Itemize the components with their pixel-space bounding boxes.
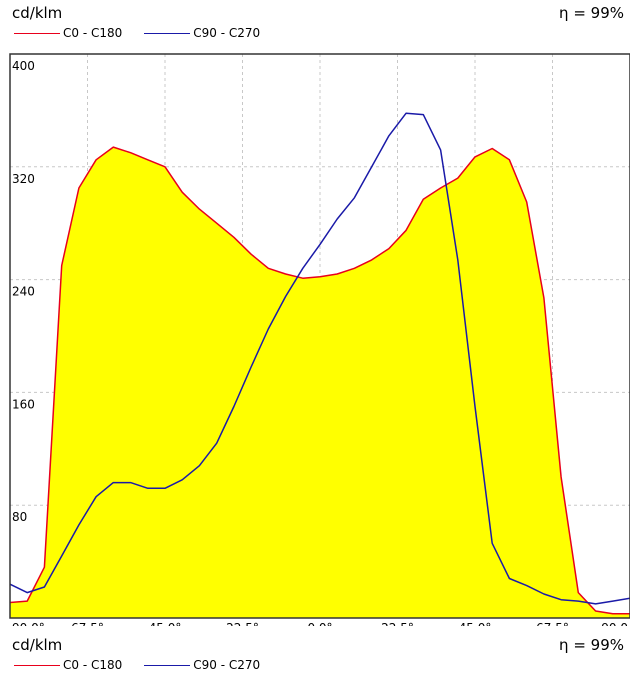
legend: C0 - C180 C90 - C270 bbox=[14, 26, 282, 40]
legend-swatch-c0-c180 bbox=[14, 664, 60, 666]
x-tick-label: 90.0° bbox=[12, 621, 45, 626]
x-tick-labels: 90.0° 67.5° 45.0° 22.5° 0.0° 22.5° 45.0° 67.5° 9… bbox=[12, 621, 628, 626]
luminous-intensity-chart: 80 160 240 320 400 90.0° 67.5° 45.0° 22.5° 0.0° 2… bbox=[9, 53, 630, 626]
legend-item-c90-c270: C90 - C270 bbox=[144, 658, 260, 672]
fill-area bbox=[10, 147, 630, 618]
legend-label: C90 - C270 bbox=[193, 26, 261, 40]
legend-item-c0-c180: C0 - C180 bbox=[14, 26, 122, 40]
efficiency-label: η = 99% bbox=[559, 636, 624, 654]
unit-label: cd/klm bbox=[12, 4, 63, 22]
series-fill bbox=[10, 147, 630, 618]
x-tick-label: 22.5° bbox=[381, 621, 414, 626]
y-tick-label: 160 bbox=[12, 397, 35, 411]
plot-frame bbox=[9, 53, 630, 619]
x-tick-label: 22.5° bbox=[226, 621, 259, 626]
legend-label: C90 - C270 bbox=[193, 658, 261, 672]
unit-label: cd/klm bbox=[12, 636, 63, 654]
x-tick-label: 67.5° bbox=[71, 621, 104, 626]
legend-label: C0 - C180 bbox=[63, 26, 123, 40]
y-tick-label: 400 bbox=[12, 59, 35, 73]
x-tick-label: 67.5° bbox=[536, 621, 569, 626]
legend-item-c90-c270: C90 - C270 bbox=[144, 26, 260, 40]
series-line-c90-c270 bbox=[9, 112, 630, 605]
y-tick-labels: 80 160 240 320 400 bbox=[12, 59, 35, 524]
efficiency-label: η = 99% bbox=[559, 4, 624, 22]
chart-footer: cd/klm η = 99% C0 - C180 C90 - C270 bbox=[0, 636, 630, 680]
x-tick-label: 90.0 bbox=[601, 621, 628, 626]
legend-swatch-c0-c180 bbox=[14, 32, 60, 34]
legend-label: C0 - C180 bbox=[63, 658, 123, 672]
y-tick-label: 80 bbox=[12, 510, 27, 524]
x-tick-label: 45.0° bbox=[149, 621, 182, 626]
series-line-c0-c180 bbox=[9, 146, 630, 615]
legend: C0 - C180 C90 - C270 bbox=[14, 658, 282, 672]
legend-swatch-c90-c270 bbox=[144, 664, 191, 666]
x-tick-label: 0.0° bbox=[307, 621, 332, 626]
series-lines bbox=[9, 112, 630, 615]
legend-item-c0-c180: C0 - C180 bbox=[14, 658, 122, 672]
chart-header: cd/klm η = 99% C0 - C180 C90 - C270 bbox=[0, 4, 630, 48]
y-tick-label: 240 bbox=[12, 285, 35, 299]
legend-swatch-c90-c270 bbox=[144, 32, 191, 34]
x-tick-label: 45.0° bbox=[459, 621, 492, 626]
y-tick-label: 320 bbox=[12, 172, 35, 186]
